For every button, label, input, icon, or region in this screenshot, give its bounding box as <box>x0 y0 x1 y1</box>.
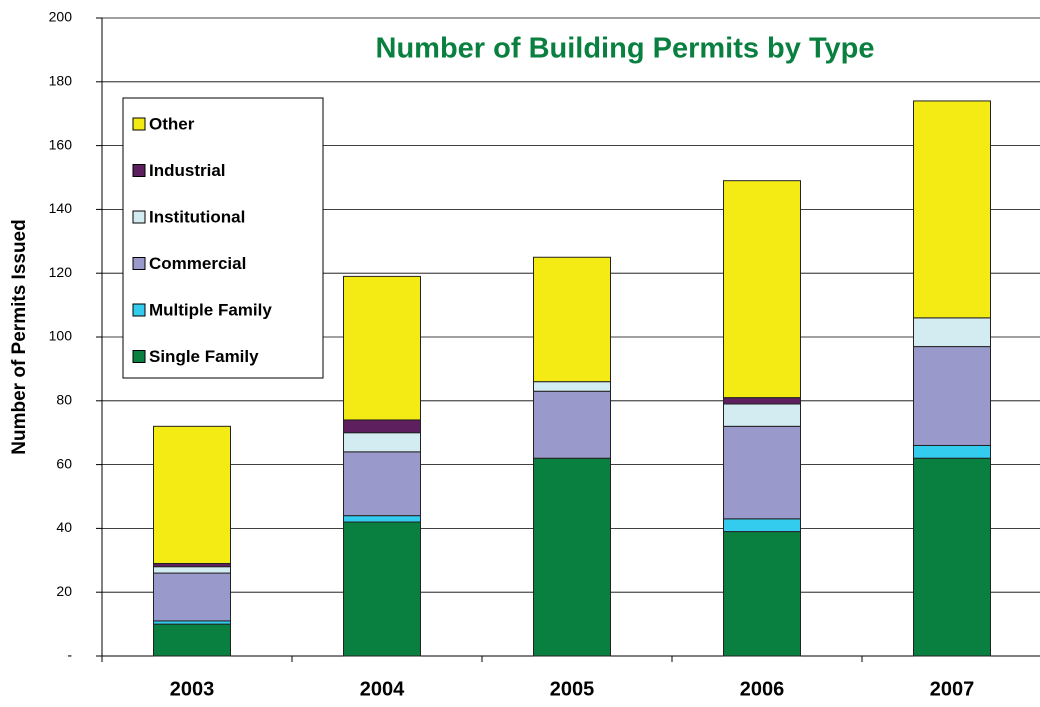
y-tick-label: 160 <box>49 136 73 152</box>
legend-swatch <box>132 303 146 317</box>
bar-segment <box>343 515 421 523</box>
y-axis-label: Number of Permits Issued <box>9 219 30 454</box>
y-tick-label: 60 <box>56 455 72 471</box>
bar-segment <box>343 451 421 517</box>
y-tick-label: 100 <box>49 328 73 344</box>
bar-segment <box>153 623 231 657</box>
legend-label: Institutional <box>149 207 245 226</box>
bar-segment <box>343 432 421 453</box>
bar-segment <box>723 397 801 405</box>
bar-segment <box>533 390 611 459</box>
bar-segment <box>913 444 991 459</box>
bar-segment <box>153 566 231 574</box>
legend-swatch <box>132 117 146 131</box>
bar-segment <box>913 346 991 446</box>
bar-segment <box>533 457 611 657</box>
legend-swatch <box>132 164 146 177</box>
legend-swatch <box>132 210 146 224</box>
bar-segment <box>723 425 801 520</box>
bar-segment <box>723 180 801 399</box>
y-tick-label: 40 <box>56 519 72 535</box>
x-tick-label: 2007 <box>930 678 975 700</box>
y-tick-label: 180 <box>49 73 73 89</box>
legend-label: Other <box>149 114 195 133</box>
bar-segment <box>913 100 991 319</box>
legend-swatch <box>132 350 146 363</box>
bar-segment <box>723 403 801 427</box>
x-tick-label: 2003 <box>170 678 215 700</box>
x-tick-label: 2006 <box>740 678 785 700</box>
bar-segment <box>723 531 801 657</box>
bar-segment <box>533 256 611 383</box>
legend-label: Single Family <box>149 347 259 366</box>
bar-segment <box>913 457 991 657</box>
legend-label: Industrial <box>149 161 226 180</box>
legend-label: Multiple Family <box>149 300 272 319</box>
legend-label: Commercial <box>149 254 246 273</box>
bar-segment <box>343 419 421 434</box>
bar-segment <box>343 275 421 421</box>
x-tick-label: 2004 <box>360 678 405 700</box>
y-tick-label: - <box>67 647 72 663</box>
bar-segment <box>533 381 611 392</box>
bar-segment <box>913 317 991 348</box>
chart-title: Number of Building Permits by Type <box>376 33 875 65</box>
y-tick-label: 120 <box>49 264 73 280</box>
bar-segment <box>723 518 801 533</box>
legend-swatch <box>132 257 146 270</box>
y-tick-label: 20 <box>56 583 72 599</box>
legend-box <box>122 97 324 379</box>
y-tick-label: 200 <box>49 9 73 25</box>
bar-segment <box>153 572 231 622</box>
bar-segment <box>343 521 421 657</box>
bar-segment <box>153 425 231 564</box>
x-tick-label: 2005 <box>550 678 595 700</box>
y-tick-label: 140 <box>49 200 73 216</box>
y-tick-label: 80 <box>56 392 72 408</box>
